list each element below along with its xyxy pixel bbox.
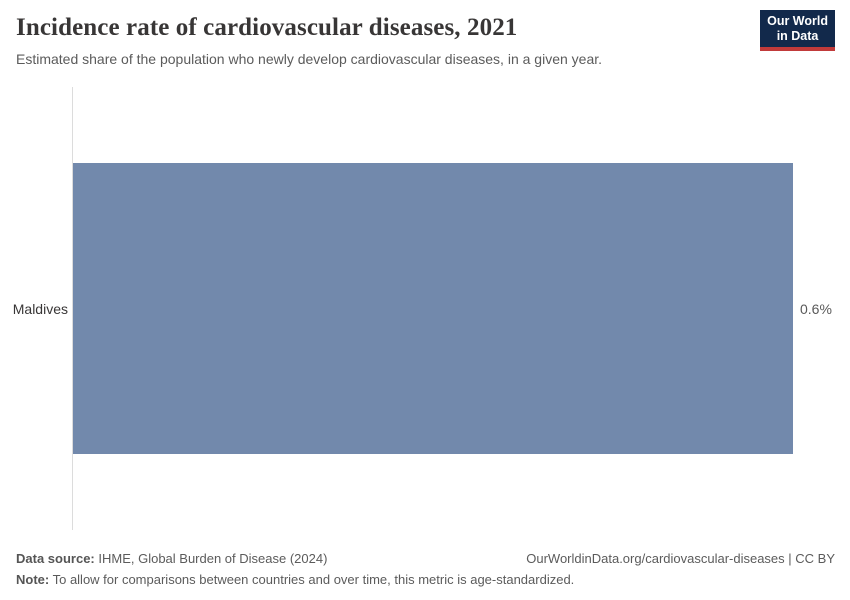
- entity-label: Maldives: [12, 300, 68, 317]
- data-source-text: IHME, Global Burden of Disease (2024): [94, 551, 328, 566]
- owid-logo: Our World in Data: [760, 10, 835, 51]
- data-source-label: Data source:: [16, 551, 95, 566]
- bar-chart: Maldives 0.6%: [0, 87, 850, 530]
- owid-url: OurWorldinData.org/cardiovascular-diseas…: [526, 551, 835, 566]
- note-line: Note: To allow for comparisons between c…: [16, 569, 835, 590]
- data-source-line: Data source: IHME, Global Burden of Dise…: [16, 548, 835, 569]
- bar-maldives[interactable]: [73, 163, 793, 454]
- chart-subtitle: Estimated share of the population who ne…: [16, 51, 603, 67]
- owid-logo-line1: Our World: [767, 14, 828, 28]
- y-axis-line: [72, 87, 73, 530]
- bar-row: Maldives 0.6%: [0, 87, 850, 530]
- page-title: Incidence rate of cardiovascular disease…: [16, 14, 518, 41]
- owid-logo-line2: in Data: [776, 29, 819, 43]
- note-text: To allow for comparisons between countri…: [49, 572, 575, 587]
- value-label: 0.6%: [800, 300, 832, 317]
- chart-footer: Data source: IHME, Global Burden of Dise…: [16, 548, 835, 590]
- note-label: Note:: [16, 572, 50, 587]
